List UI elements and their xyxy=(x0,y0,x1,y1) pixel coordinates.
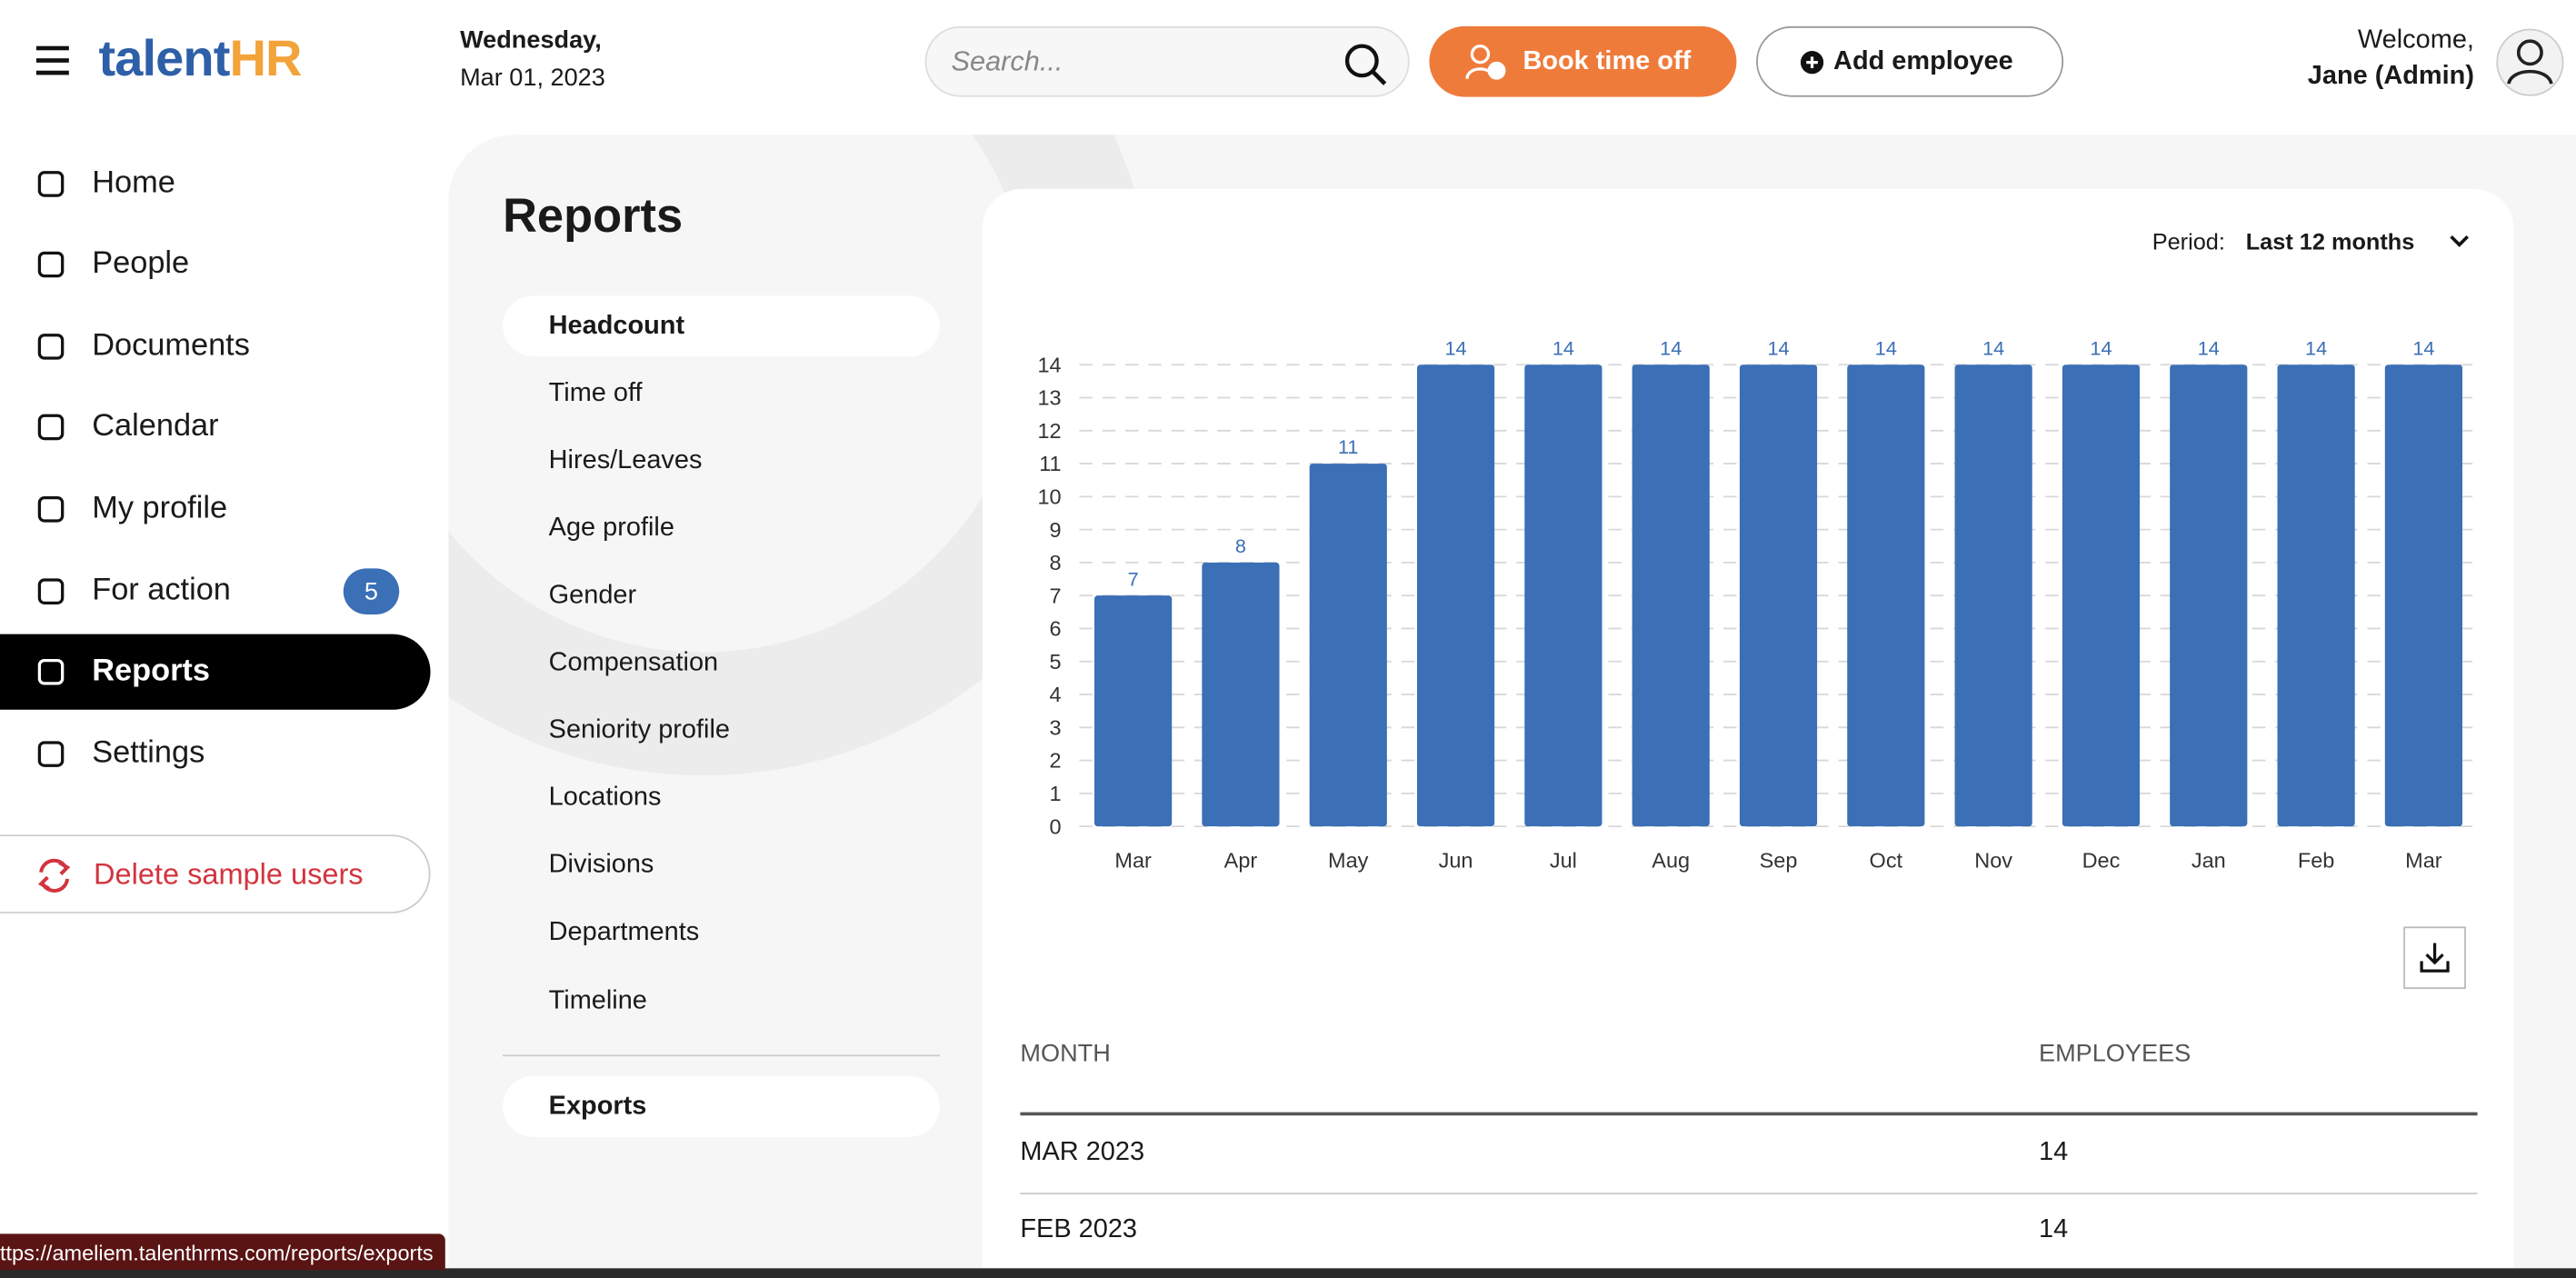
menu-item[interactable]: Age profile xyxy=(548,514,674,543)
menu-item[interactable]: Gender xyxy=(548,581,637,610)
menu-item[interactable]: Hires/Leaves xyxy=(548,446,703,474)
nav-icon xyxy=(37,414,65,441)
menu-item[interactable]: Locations xyxy=(548,784,662,813)
book-icon xyxy=(1465,44,1506,80)
period-value[interactable]: Last 12 months xyxy=(2245,228,2415,255)
menu-item[interactable]: Time off xyxy=(548,378,643,407)
user-name: Jane (Admin) xyxy=(2307,62,2474,91)
add-label: Add employee xyxy=(1833,46,2013,75)
search-box[interactable]: Search... xyxy=(924,25,1410,97)
nav-icon xyxy=(37,171,65,197)
nav-item[interactable]: For action xyxy=(0,554,431,629)
add-employee-button[interactable]: Add employee xyxy=(1756,25,2064,97)
table-header-line xyxy=(1020,1112,2478,1116)
download-icon xyxy=(2420,943,2450,973)
book-label: Book time off xyxy=(1523,46,1692,75)
nav-item[interactable]: Home xyxy=(0,146,431,222)
day: Wednesday, xyxy=(460,25,602,55)
nav-icon xyxy=(37,741,65,767)
nav-item[interactable]: Calendar xyxy=(0,389,431,464)
download-button[interactable] xyxy=(2403,926,2466,990)
menu-item[interactable]: Timeline xyxy=(548,986,647,1015)
delete-label: Delete sample users xyxy=(94,856,364,890)
logo-accent: HR xyxy=(229,29,302,87)
period-label: Period: xyxy=(2152,228,2225,255)
refresh-icon xyxy=(37,858,71,893)
logo[interactable]: talentHR xyxy=(98,29,302,89)
menu-item[interactable]: Divisions xyxy=(548,851,654,880)
nav-icon xyxy=(37,496,65,523)
logo-main: talent xyxy=(98,29,230,87)
menu-item[interactable]: Headcount xyxy=(503,295,940,357)
menu-item[interactable]: Compensation xyxy=(548,648,719,677)
exports-item[interactable]: Exports xyxy=(503,1075,940,1137)
table-header: MONTH xyxy=(1020,1040,1111,1068)
divider xyxy=(503,1054,940,1057)
menu-icon[interactable] xyxy=(35,45,69,76)
avatar[interactable] xyxy=(2495,28,2564,97)
nav-icon xyxy=(37,578,65,604)
nav-icon xyxy=(37,251,65,278)
book-time-off-button[interactable]: Book time off xyxy=(1429,25,1737,97)
menu-item[interactable]: Departments xyxy=(548,919,700,947)
date: Mar 01, 2023 xyxy=(460,64,605,93)
plus-icon xyxy=(1800,51,1824,75)
nav-item[interactable]: People xyxy=(0,226,431,302)
nav-item[interactable]: Documents xyxy=(0,309,431,384)
welcome: Welcome, xyxy=(2357,25,2474,55)
menu-item[interactable]: Seniority profile xyxy=(548,716,730,744)
search-icon xyxy=(1344,44,1387,85)
status-url: ttps://ameliem.talenthrms.com/reports/ex… xyxy=(0,1233,445,1271)
nav-icon xyxy=(37,658,65,685)
bottom-bar xyxy=(0,1268,2576,1278)
nav-item[interactable]: Reports xyxy=(0,634,431,710)
table-row-line xyxy=(1020,1193,2478,1194)
badge: 5 xyxy=(343,568,400,614)
table-cell: MAR 2023 xyxy=(1020,1138,1145,1167)
chevron[interactable] xyxy=(2448,234,2471,250)
table-cell: 14 xyxy=(2038,1138,2069,1167)
table-cell: FEB 2023 xyxy=(1020,1215,1138,1244)
table-header: EMPLOYEES xyxy=(2038,1040,2192,1068)
search-placeholder: Search... xyxy=(951,45,1063,77)
nav-item[interactable]: Settings xyxy=(0,716,431,792)
reports-title: Reports xyxy=(503,190,684,244)
nav-item[interactable]: My profile xyxy=(0,472,431,547)
delete-sample-users-button[interactable]: Delete sample users xyxy=(0,834,431,914)
nav-icon xyxy=(37,334,65,360)
table-cell: 14 xyxy=(2038,1215,2069,1244)
